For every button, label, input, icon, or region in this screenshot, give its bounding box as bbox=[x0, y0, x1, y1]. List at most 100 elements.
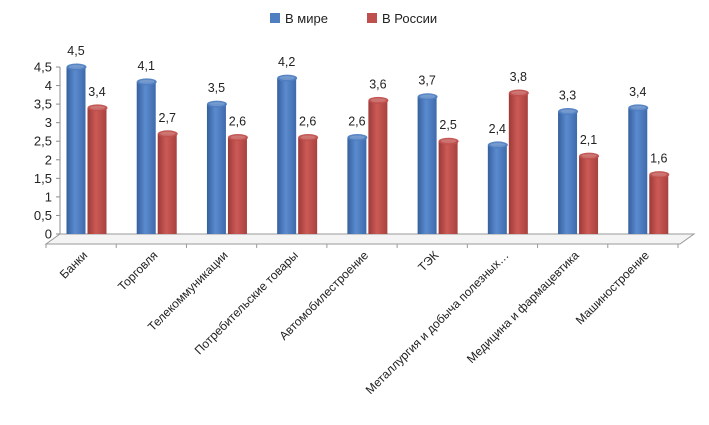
bar-russia-top bbox=[368, 96, 389, 104]
axes: 0 0,5 1 1,5 2 2,5 3 3,5 4 4,5 bbox=[34, 60, 696, 248]
y-tick-label: 0 bbox=[45, 227, 52, 242]
y-tick-label: 3 bbox=[45, 115, 52, 130]
y-tick-label: 4 bbox=[45, 78, 52, 93]
data-label-world: 3,4 bbox=[629, 85, 646, 99]
data-label-world: 4,5 bbox=[67, 44, 84, 58]
bar-world-highlight bbox=[420, 94, 436, 99]
y-tick-label: 0,5 bbox=[34, 208, 52, 223]
data-label-world: 2,4 bbox=[489, 122, 506, 136]
legend-label-russia: В России bbox=[382, 11, 437, 26]
bar-russia-front bbox=[438, 141, 458, 234]
bar-world-top bbox=[277, 74, 298, 82]
y-tick-label: 1 bbox=[45, 189, 52, 204]
bar-russia-front bbox=[298, 137, 318, 234]
bar-world bbox=[487, 141, 508, 234]
data-label-world: 4,1 bbox=[138, 59, 155, 73]
data-label-russia: 2,6 bbox=[229, 115, 246, 129]
data-label-russia: 2,7 bbox=[159, 111, 176, 125]
category-label: Машиностроение bbox=[573, 248, 652, 327]
bar-russia bbox=[298, 134, 319, 234]
bar-world bbox=[417, 93, 438, 234]
bar-russia-top bbox=[87, 104, 108, 112]
data-label-russia: 3,6 bbox=[369, 77, 386, 91]
data-label-russia: 3,4 bbox=[88, 85, 105, 99]
bar-russia-top bbox=[227, 134, 248, 142]
data-label-russia: 2,1 bbox=[580, 133, 597, 147]
bar-world-front bbox=[628, 107, 648, 234]
y-tick-label: 1,5 bbox=[34, 171, 52, 186]
data-label-russia: 2,5 bbox=[439, 118, 456, 132]
bar-world-top bbox=[628, 104, 649, 112]
bar-russia-front bbox=[227, 137, 247, 234]
bar-russia bbox=[649, 171, 670, 234]
bar-world-front bbox=[487, 144, 507, 234]
bar-world-top bbox=[136, 78, 157, 86]
bar-russia-front bbox=[368, 100, 388, 235]
bar-russia-front bbox=[508, 92, 528, 234]
bar-world-top bbox=[558, 108, 579, 116]
chart-floor bbox=[44, 233, 696, 245]
data-label-russia: 3,8 bbox=[510, 70, 527, 84]
bar-world-front bbox=[417, 96, 437, 234]
data-label-world: 3,5 bbox=[208, 81, 225, 95]
y-tick-label: 3,5 bbox=[34, 97, 52, 112]
data-labels: 4,5 3,4 4,1 2,7 3,5 2,6 4,2 2,6 2,6 3,6 3,7 2,5 2,4 3… bbox=[67, 44, 667, 166]
category-label: Торговля bbox=[115, 248, 160, 293]
data-label-russia: 2,6 bbox=[299, 115, 316, 129]
bar-russia-highlight bbox=[90, 105, 105, 110]
bar-russia-top bbox=[438, 137, 459, 145]
bar-world-highlight bbox=[69, 65, 84, 69]
bar-world-top bbox=[487, 141, 508, 149]
bar-russia bbox=[157, 130, 178, 234]
bar-russia-front bbox=[157, 133, 177, 234]
data-label-world: 4,2 bbox=[278, 55, 295, 69]
bar-russia bbox=[227, 134, 248, 234]
data-label-russia: 1,6 bbox=[650, 152, 667, 166]
category-label: Банки bbox=[57, 248, 90, 281]
bar-russia-highlight bbox=[651, 172, 667, 177]
bar-russia-highlight bbox=[441, 139, 457, 144]
bar-world bbox=[347, 134, 368, 234]
bar-russia-highlight bbox=[511, 90, 527, 95]
bar-world-top bbox=[66, 63, 87, 71]
bar-world-highlight bbox=[139, 79, 155, 84]
bar-world-top bbox=[347, 134, 368, 142]
bar-world-front bbox=[206, 104, 226, 234]
bar-world bbox=[628, 104, 649, 234]
bar-world-top bbox=[206, 100, 227, 108]
bar-world-front bbox=[136, 81, 156, 234]
bar-russia-front bbox=[579, 156, 599, 234]
data-label-world: 2,6 bbox=[348, 115, 365, 129]
bar-world-highlight bbox=[349, 135, 365, 140]
bars bbox=[66, 63, 670, 235]
bar-russia-highlight bbox=[160, 131, 176, 136]
bar-russia-top bbox=[579, 152, 600, 160]
bar-world-front bbox=[347, 137, 367, 234]
legend-label-world: В мире bbox=[285, 11, 328, 26]
legend: В мире В России bbox=[270, 11, 437, 26]
bar-world bbox=[206, 100, 227, 234]
bar-russia bbox=[508, 89, 529, 234]
bar-russia bbox=[87, 104, 108, 234]
bar-world-highlight bbox=[560, 109, 576, 114]
bar-world-front bbox=[66, 67, 86, 234]
y-tick-label: 4,5 bbox=[34, 60, 52, 75]
bar-russia-highlight bbox=[581, 154, 597, 159]
bar-russia-top bbox=[157, 130, 178, 138]
bar-world-top bbox=[417, 93, 438, 101]
legend-swatch-world bbox=[270, 13, 280, 23]
bar-russia-top bbox=[298, 134, 319, 142]
bar-world-front bbox=[558, 111, 578, 234]
bar-world-highlight bbox=[279, 76, 295, 81]
bar-russia bbox=[368, 96, 389, 235]
bar-russia bbox=[438, 137, 459, 234]
data-label-world: 3,7 bbox=[418, 74, 435, 88]
y-tick-label: 2,5 bbox=[34, 134, 52, 149]
bar-russia bbox=[579, 152, 600, 234]
bar-world bbox=[136, 78, 157, 234]
bar-russia-front bbox=[87, 107, 107, 234]
bar-russia-top bbox=[508, 89, 529, 97]
bar-russia-highlight bbox=[230, 135, 246, 140]
bar-world-highlight bbox=[490, 142, 506, 147]
